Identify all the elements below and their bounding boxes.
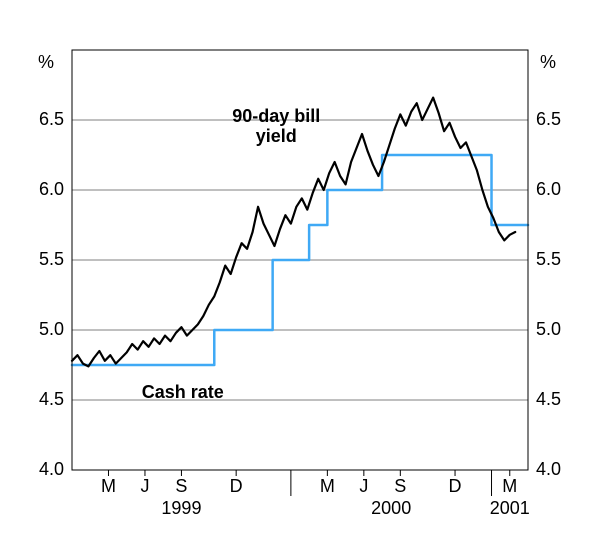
y-tick-left: 6.0 — [24, 179, 64, 200]
x-year-label: 1999 — [151, 498, 211, 519]
x-year-label: 2001 — [480, 498, 540, 519]
x-month-label: S — [171, 476, 191, 497]
y-tick-right: 6.5 — [536, 109, 561, 130]
y-tick-left: 4.0 — [24, 459, 64, 480]
bill-yield-label: 90-day billyield — [216, 107, 336, 147]
cash-rate-label: Cash rate — [128, 383, 238, 403]
y-tick-left: 5.5 — [24, 249, 64, 270]
x-month-label: S — [390, 476, 410, 497]
x-month-label: J — [135, 476, 155, 497]
x-month-label: D — [226, 476, 246, 497]
plot-area — [0, 0, 600, 533]
y-tick-right: 4.0 — [536, 459, 561, 480]
x-month-label: M — [500, 476, 520, 497]
y-tick-right: 5.5 — [536, 249, 561, 270]
y-tick-left: 6.5 — [24, 109, 64, 130]
x-year-label: 2000 — [361, 498, 421, 519]
y-tick-left: 5.0 — [24, 319, 64, 340]
y-tick-left: 4.5 — [24, 389, 64, 410]
x-month-label: M — [98, 476, 118, 497]
x-month-label: J — [354, 476, 374, 497]
y-unit-right: % — [540, 52, 556, 73]
chart-container: Australian Short-term Interest Rates 4.0… — [0, 0, 600, 533]
y-tick-right: 6.0 — [536, 179, 561, 200]
y-tick-right: 5.0 — [536, 319, 561, 340]
y-tick-right: 4.5 — [536, 389, 561, 410]
y-unit-left: % — [38, 52, 54, 73]
x-month-label: D — [445, 476, 465, 497]
x-month-label: M — [317, 476, 337, 497]
